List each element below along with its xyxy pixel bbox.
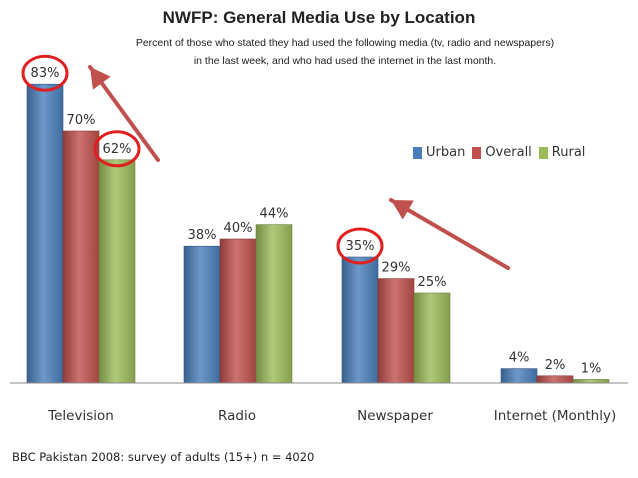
bar-rural-internet-monthly — [572, 379, 610, 384]
category-label-internet-monthly: Internet (Monthly) — [494, 408, 616, 424]
bar-urban-radio — [183, 245, 221, 384]
source-note: BBC Pakistan 2008: survey of adults (15+… — [12, 450, 315, 464]
highlight-circle-rural-television — [93, 130, 141, 168]
bar-overall-radio — [219, 238, 257, 384]
legend-swatch-urban — [413, 146, 422, 159]
bar-urban-television — [26, 83, 64, 384]
highlight-circle-urban-newspaper — [336, 227, 384, 265]
bar-overall-television — [62, 130, 100, 384]
value-label-urban-newspaper: 35% — [346, 239, 375, 254]
bar-rural-newspaper — [413, 292, 451, 384]
bar-overall-newspaper — [377, 278, 415, 384]
legend-swatch-overall — [472, 146, 482, 159]
value-labels-layer: 83% 70% 62% 38% 40% 44% 35% 29% 25% 4% 2% 1% — [31, 66, 602, 376]
legend-label-urban: Urban — [426, 145, 466, 160]
bar-rural-television — [98, 159, 136, 384]
value-label-overall-radio: 40% — [224, 221, 253, 236]
value-label-overall-internet-monthly: 2% — [545, 358, 566, 373]
highlight-circle-urban-television — [21, 54, 69, 92]
legend-item-overall: Overall — [472, 145, 532, 160]
value-label-urban-radio: 38% — [188, 228, 217, 243]
category-label-radio: Radio — [218, 408, 256, 424]
value-label-rural-radio: 44% — [260, 207, 289, 222]
chart-title: NWFP: General Media Use by Location — [162, 8, 476, 27]
legend-label-rural: Rural — [551, 145, 586, 160]
value-label-rural-television: 62% — [103, 142, 132, 157]
bar-urban-newspaper — [341, 256, 379, 384]
value-label-rural-internet-monthly: 1% — [581, 361, 602, 376]
arrow-newspaper-urban-trend — [389, 198, 510, 270]
legend-item-rural: Rural — [538, 145, 586, 160]
annotations-layer — [21, 54, 510, 270]
value-label-overall-television: 70% — [67, 113, 96, 128]
value-label-urban-internet-monthly: 4% — [509, 351, 530, 366]
category-labels-layer: Television Radio Newspaper Internet (Monthl… — [47, 408, 616, 424]
bar-rural-radio — [255, 224, 293, 384]
chart-subtitle: Percent of those who stated they had use… — [80, 34, 610, 70]
arrow-rural-to-urban-television — [88, 65, 160, 162]
value-label-urban-television: 83% — [31, 66, 60, 81]
category-label-newspaper: Newspaper — [357, 408, 433, 424]
subtitle-line-2: in the last week, and who had used the i… — [193, 55, 497, 67]
legend-swatch-rural — [538, 146, 548, 159]
subtitle-line-1: Percent of those who stated they had use… — [135, 37, 555, 49]
legend-item-urban: Urban — [413, 145, 465, 160]
category-label-television: Television — [47, 408, 114, 424]
bar-overall-internet-monthly — [536, 375, 574, 384]
value-label-overall-newspaper: 29% — [382, 261, 411, 276]
value-label-rural-newspaper: 25% — [418, 275, 447, 290]
bar-urban-internet-monthly — [500, 368, 538, 384]
bars-layer — [26, 83, 610, 384]
chart-legend: Urban Overall Rural — [413, 145, 585, 160]
legend-label-overall: Overall — [485, 145, 532, 160]
